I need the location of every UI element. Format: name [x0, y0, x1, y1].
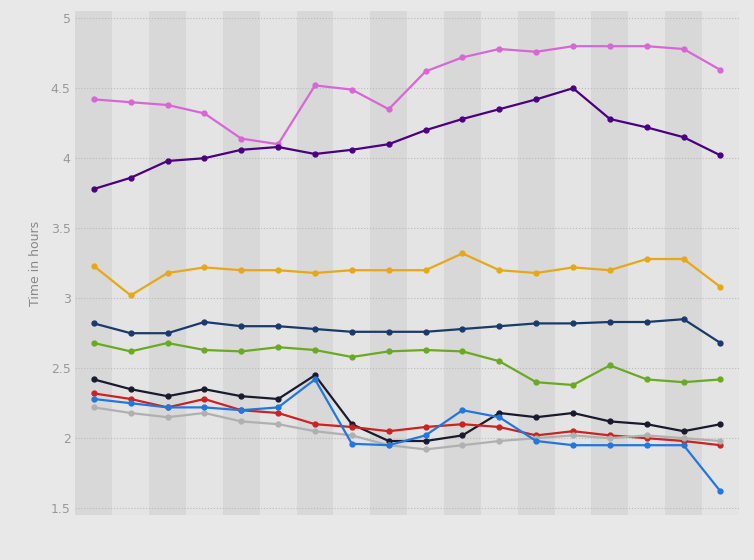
Bar — [333, 11, 370, 515]
Bar — [407, 11, 444, 515]
Bar — [149, 11, 186, 515]
Bar — [75, 11, 112, 515]
Bar — [296, 11, 333, 515]
Bar — [259, 11, 296, 515]
Bar — [112, 11, 149, 515]
Bar — [555, 11, 591, 515]
Bar — [444, 11, 481, 515]
Bar — [186, 11, 223, 515]
Bar — [223, 11, 259, 515]
Bar — [591, 11, 628, 515]
Bar — [518, 11, 555, 515]
Bar — [628, 11, 665, 515]
Bar — [370, 11, 407, 515]
Bar — [702, 11, 739, 515]
Bar — [481, 11, 518, 515]
Bar — [665, 11, 702, 515]
Y-axis label: Time in hours: Time in hours — [29, 221, 42, 306]
